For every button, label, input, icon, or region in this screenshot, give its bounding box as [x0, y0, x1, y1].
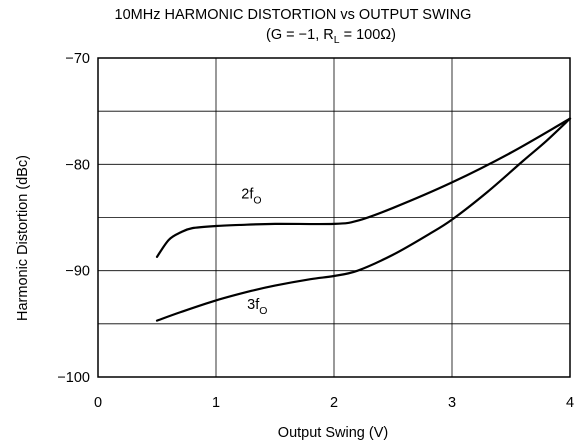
- y-tick-label: −90: [65, 264, 90, 280]
- x-tick-label: 3: [448, 395, 456, 411]
- x-tick-label: 0: [94, 395, 102, 411]
- y-tick-label: −70: [65, 51, 90, 67]
- subtitle-suffix: = 100Ω): [339, 27, 396, 43]
- series-labels: 2fO 3fO: [241, 186, 267, 317]
- series-lines: [155, 117, 572, 322]
- y-axis-title: Harmonic Distortion (dBc): [15, 155, 31, 321]
- x-tick-label: 1: [212, 395, 220, 411]
- plot-frame: [97, 57, 571, 378]
- chart-subtitle: (G = −1, RL = 100Ω): [38, 27, 586, 46]
- y-tick-label: −80: [65, 157, 90, 173]
- series-line-2fo: [155, 117, 572, 258]
- series-label: 3fO: [247, 297, 267, 317]
- grid-lines: [98, 58, 570, 377]
- x-tick-label: 4: [566, 395, 574, 411]
- x-tick-label: 2: [330, 395, 338, 411]
- series-line-3fo: [155, 117, 572, 322]
- x-axis-title: Output Swing (V): [277, 425, 389, 441]
- subtitle-subscript: L: [333, 34, 340, 46]
- tick-labels: 0 1 2 3 4 −70 −80 −90 −100: [57, 51, 574, 411]
- y-tick-label: −100: [57, 370, 90, 386]
- chart-title: 10MHz HARMONIC DISTORTION vs OUTPUT SWIN…: [114, 7, 472, 23]
- subtitle-prefix: (G = −1, R: [266, 27, 334, 43]
- series-label: 2fO: [241, 186, 261, 206]
